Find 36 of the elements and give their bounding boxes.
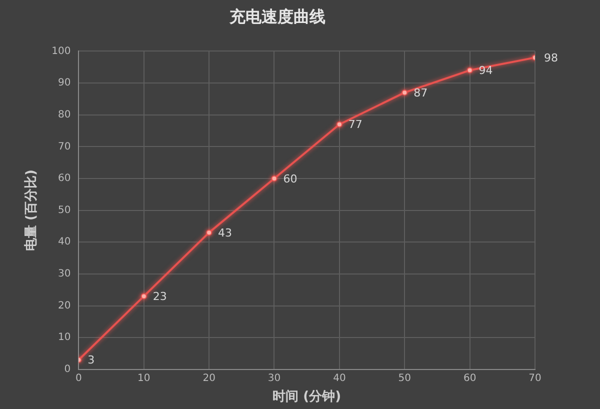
- point: [466, 67, 473, 74]
- data-label: 43: [218, 226, 232, 240]
- data-label: 3: [88, 354, 95, 367]
- data-label: 23: [152, 290, 167, 304]
- y-tick-label: 50: [58, 204, 71, 216]
- x-tick-label: 70: [528, 372, 542, 384]
- y-tick-label: 40: [58, 236, 71, 248]
- point: [336, 121, 342, 128]
- y-tick-label: 90: [58, 78, 71, 89]
- x-tick-label: 50: [398, 372, 411, 384]
- point: [206, 230, 212, 236]
- y-tick-label: 30: [58, 268, 71, 280]
- y-axis-title: 电量 (百分比): [24, 170, 40, 252]
- data-label: 94: [478, 64, 493, 78]
- y-tick-label: 0: [64, 364, 71, 375]
- chart-title: 充电速度曲线: [228, 6, 326, 26]
- x-tick-label: 40: [333, 372, 346, 384]
- point: [140, 293, 147, 300]
- y-tick-label: 20: [58, 300, 71, 312]
- x-tick-label: 60: [463, 372, 476, 384]
- data-label: 87: [414, 86, 428, 100]
- x-tick-label: 10: [138, 372, 150, 384]
- data-label: 77: [348, 118, 362, 132]
- y-tick-label: 10: [58, 332, 71, 344]
- y-tick-label: 100: [52, 46, 71, 57]
- x-tick-label: 30: [268, 372, 281, 384]
- point: [271, 175, 278, 182]
- x-tick-label: 0: [76, 372, 82, 384]
- data-label: 60: [283, 172, 298, 186]
- y-tick-label: 80: [58, 109, 71, 120]
- point: [402, 90, 408, 96]
- data-label: 98: [544, 51, 558, 64]
- y-tick-label: 60: [58, 173, 71, 184]
- x-axis-title: 时间 (分钟): [272, 390, 342, 405]
- x-tick-label: 20: [202, 372, 216, 384]
- y-tick-label: 70: [58, 141, 71, 152]
